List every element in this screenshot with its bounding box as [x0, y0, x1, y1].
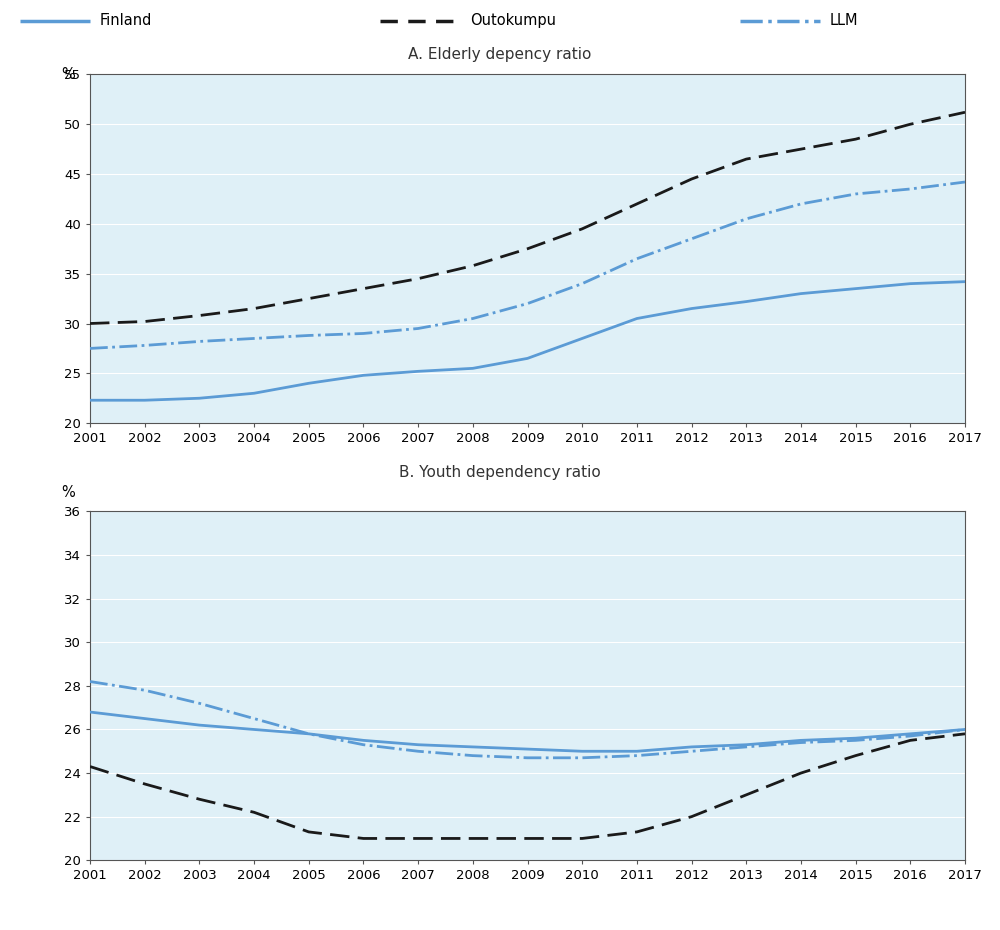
- Text: Outokumpu: Outokumpu: [470, 13, 556, 29]
- Text: %: %: [61, 67, 75, 82]
- Text: LLM: LLM: [830, 13, 858, 29]
- Text: B. Youth dependency ratio: B. Youth dependency ratio: [399, 465, 601, 480]
- Text: Finland: Finland: [100, 13, 152, 29]
- Text: A. Elderly depency ratio: A. Elderly depency ratio: [408, 46, 592, 61]
- Text: %: %: [61, 485, 75, 500]
